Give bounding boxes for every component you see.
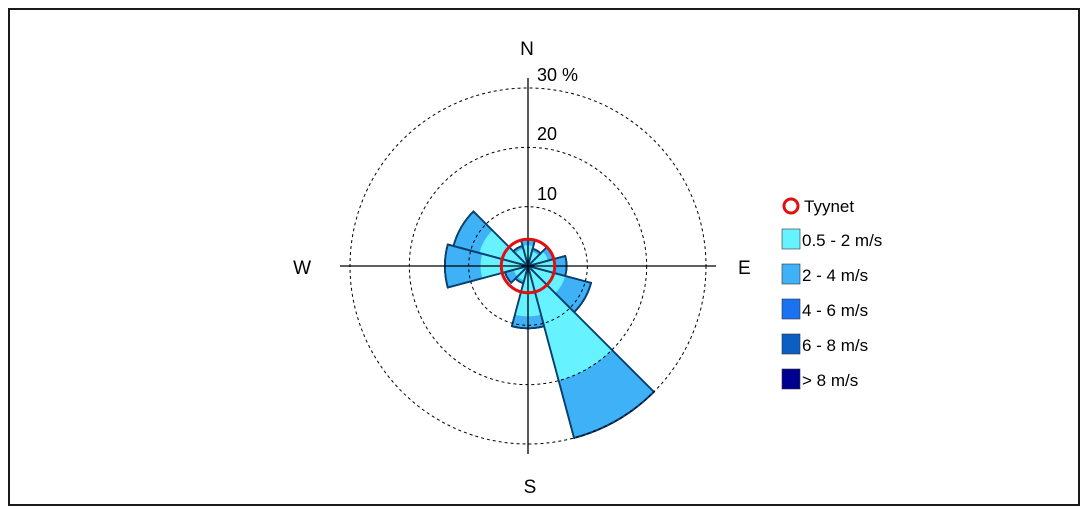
legend-swatch-2	[781, 298, 801, 320]
wind-rose-chart: N E S W 10 20 30 % Tyynet 0.5 - 2 m/s 2 …	[293, 39, 882, 498]
legend-swatch-0	[781, 228, 801, 250]
legend-label-2: 4 - 6 m/s	[802, 301, 868, 320]
legend-swatch-4	[781, 368, 801, 390]
ring-label-10: 10	[537, 184, 557, 204]
sector-300deg-series-0	[479, 230, 528, 266]
sector-outline-330deg	[512, 244, 530, 270]
compass-label-n: N	[520, 39, 534, 60]
legend-label-3: 6 - 8 m/s	[802, 336, 868, 355]
axes-layer	[340, 78, 716, 454]
legend-label-4: > 8 m/s	[802, 371, 858, 390]
sector-layer	[444, 210, 656, 440]
sector-120deg-series-0	[528, 266, 566, 294]
sector-60deg-series-0	[528, 251, 549, 266]
chart-frame: N E S W 10 20 30 % Tyynet 0.5 - 2 m/s 2 …	[8, 8, 1080, 506]
compass-label-s: S	[524, 477, 537, 498]
legend-swatch-3	[781, 333, 801, 355]
sector-outline-300deg	[452, 210, 532, 268]
legend-label-calm: Tyynet	[804, 197, 854, 216]
ring-label-30: 30 %	[537, 65, 578, 85]
legend: Tyynet 0.5 - 2 m/s 2 - 4 m/s 4 - 6 m/s 6…	[781, 197, 882, 390]
legend-label-1: 2 - 4 m/s	[802, 266, 868, 285]
sector-150deg-series-0	[528, 266, 612, 381]
compass-label-e: E	[738, 258, 751, 279]
legend-calm-circle-icon	[782, 197, 800, 215]
calm-circle	[499, 237, 557, 295]
legend-swatch-1	[781, 263, 801, 285]
compass-label-w: W	[293, 258, 311, 279]
legend-label-0: 0.5 - 2 m/s	[802, 231, 882, 250]
ring-label-20: 20	[537, 124, 557, 144]
